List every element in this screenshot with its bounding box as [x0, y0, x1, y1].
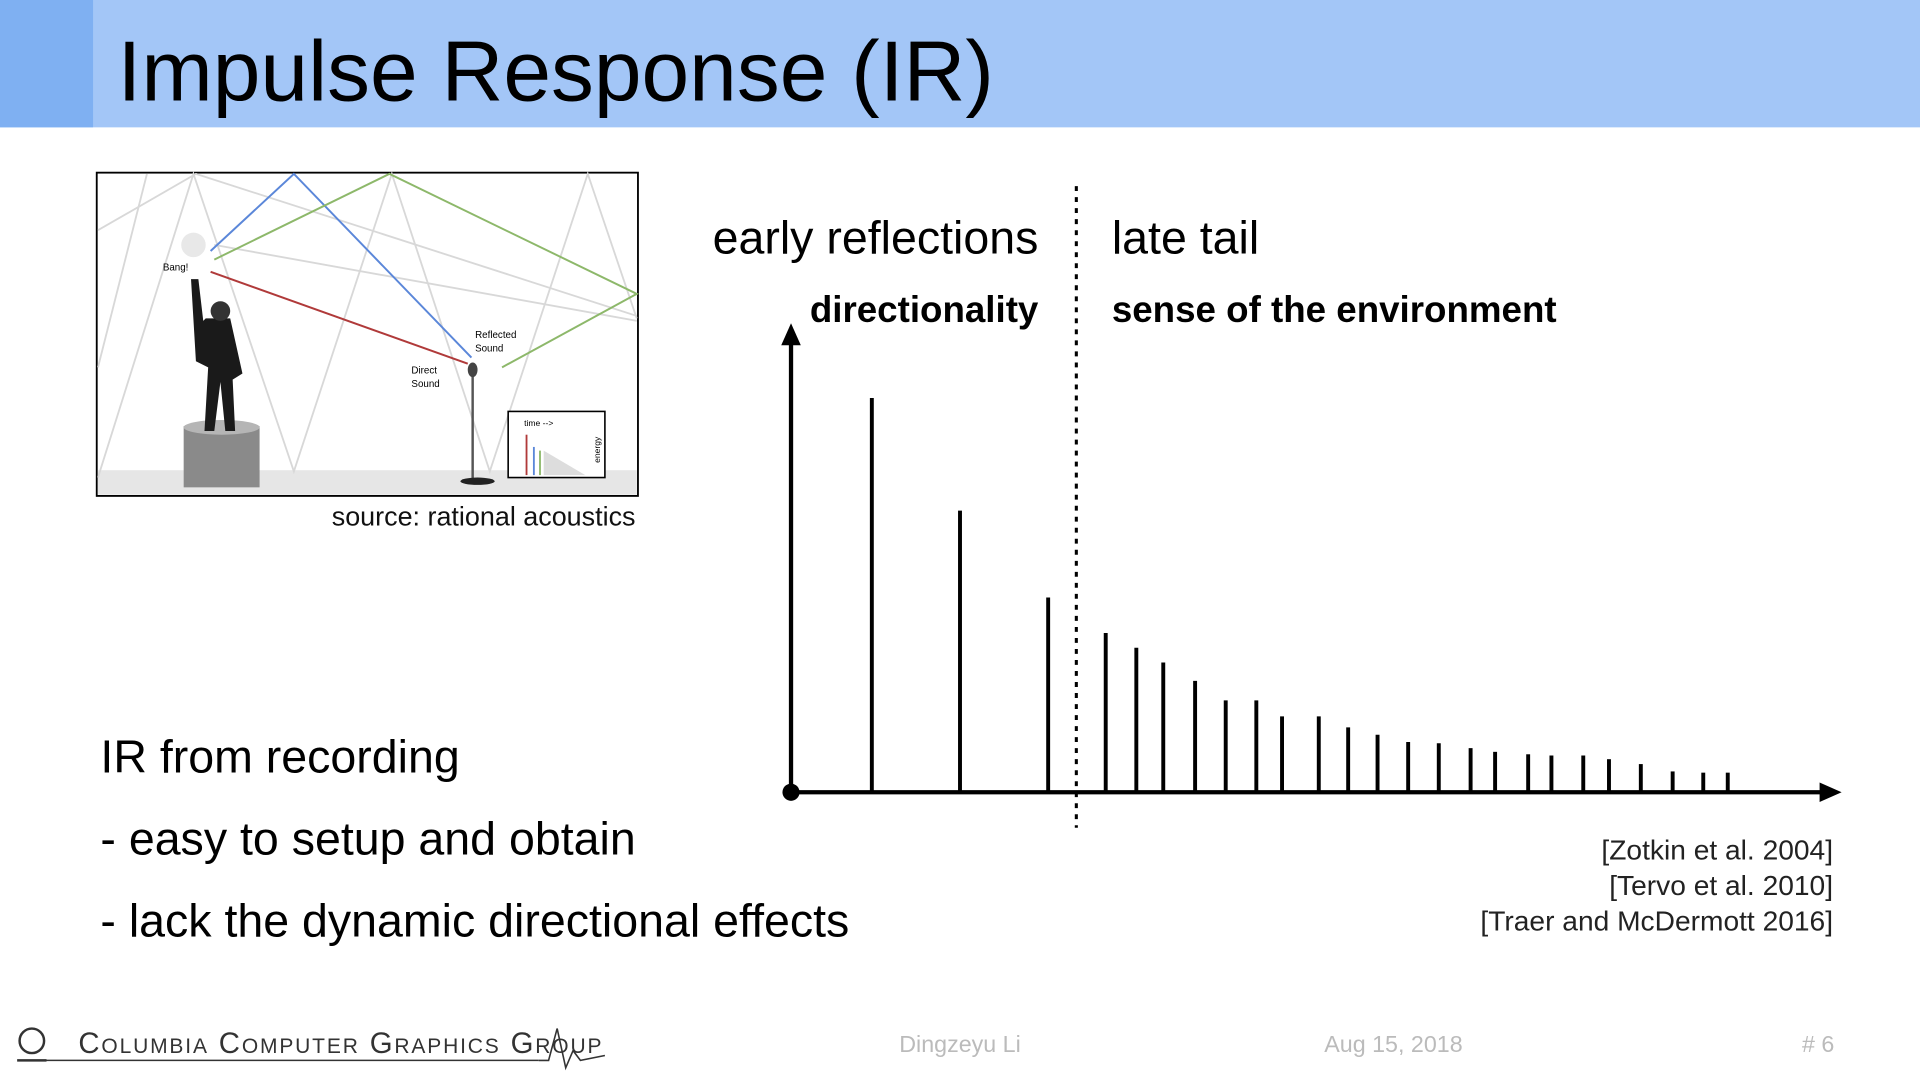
bullet: - lack the dynamic directional effects [100, 895, 849, 947]
header-accent [0, 0, 94, 128]
body-heading: IR from recording [100, 731, 459, 783]
ir-diagram [781, 186, 1842, 828]
slide-title: Impulse Response (IR) [118, 23, 994, 119]
figure-caption: source: rational acoustics [332, 501, 636, 531]
reference: [Tervo et al. 2010] [1609, 870, 1833, 901]
figure-label: time --> [524, 418, 553, 428]
figure-label: Sound [475, 343, 503, 354]
figure-label: Reflected [475, 330, 516, 341]
page-number: # 6 [1802, 1031, 1834, 1057]
logo-text: Columbia Computer Graphics Group [78, 1027, 603, 1060]
reference: [Traer and McDermott 2016] [1480, 906, 1833, 937]
logo: Columbia Computer Graphics Group [17, 1027, 606, 1071]
bullet: - easy to setup and obtain [100, 813, 635, 865]
figure-label: Bang! [163, 263, 189, 274]
figure-label: Direct [411, 365, 437, 376]
early-label: early reflections [713, 211, 1039, 263]
header-bar [0, 0, 1920, 128]
reference: [Zotkin et al. 2004] [1601, 835, 1833, 866]
figure-label: energy [592, 436, 602, 463]
illustration: Bang! Reflected Sound Direct Sound time … [95, 170, 639, 497]
late-sub: sense of the environment [1112, 289, 1557, 330]
figure-label: Sound [411, 379, 439, 390]
presenter: Dingzeyu Li [899, 1031, 1020, 1057]
date: Aug 15, 2018 [1324, 1031, 1462, 1057]
late-label: late tail [1112, 211, 1259, 263]
early-sub: directionality [810, 289, 1039, 330]
